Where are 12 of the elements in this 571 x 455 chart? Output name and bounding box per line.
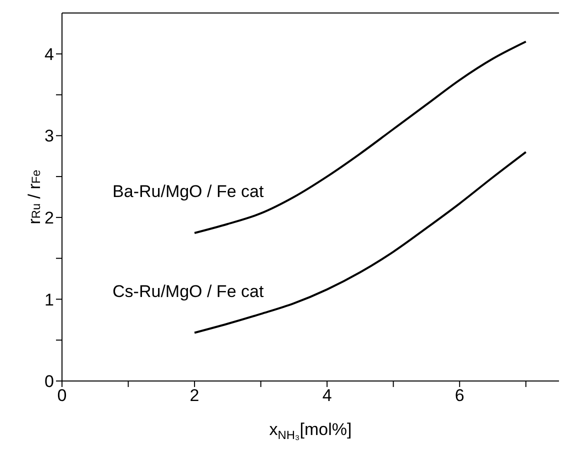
x-tick-label: 6: [454, 386, 464, 406]
series-label: Cs-Ru/MgO / Fe cat: [112, 282, 264, 301]
y-tick-label: 4: [44, 44, 54, 64]
y-tick-label: 2: [44, 208, 54, 228]
x-tick-label: 0: [57, 386, 67, 406]
x-axis-title: x$_{NH₃}$[mol%]: [269, 420, 352, 442]
series-label: Ba-Ru/MgO / Fe cat: [112, 182, 264, 201]
x-tick-label: 2: [190, 386, 200, 406]
y-tick-label: 3: [44, 126, 54, 146]
y-tick-label: 0: [44, 372, 54, 392]
x-tick-label: 4: [322, 386, 332, 406]
y-tick-label: 1: [44, 290, 54, 310]
